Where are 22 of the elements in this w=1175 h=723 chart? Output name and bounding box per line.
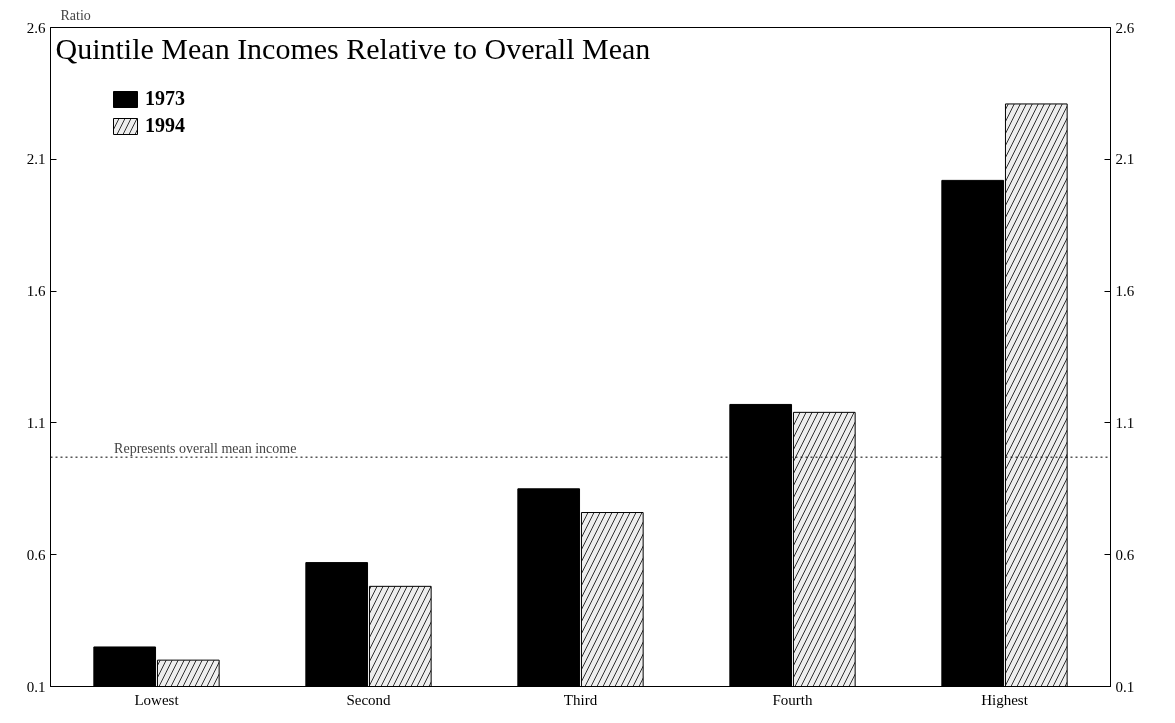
y2-tick-label: 2.1 bbox=[1115, 151, 1135, 168]
legend-label: 1994 bbox=[145, 114, 185, 137]
y-tick-label: 0.1 bbox=[26, 678, 46, 695]
y2-tick-label: 2.6 bbox=[1115, 19, 1135, 36]
y-tick-label: 1.6 bbox=[26, 283, 46, 300]
y2-tick-label: 1.1 bbox=[1115, 414, 1135, 431]
y2-tick-label: 0.1 bbox=[1115, 678, 1135, 695]
x-tick-label: Second bbox=[346, 691, 392, 708]
x-tick-label: Third bbox=[563, 691, 598, 708]
x-tick-label: Highest bbox=[981, 691, 1029, 708]
y-tick-label: 1.1 bbox=[26, 414, 46, 431]
ref-line-label: Represents overall mean income bbox=[114, 441, 297, 457]
y2-tick-label: 0.6 bbox=[1115, 546, 1135, 563]
chart-title: Quintile Mean Incomes Relative to Overall Mean bbox=[55, 31, 651, 65]
y-tick-label: 2.6 bbox=[26, 19, 46, 36]
y-tick-label: 0.6 bbox=[26, 546, 46, 563]
y-tick-label: 2.1 bbox=[26, 151, 46, 168]
y2-tick-label: 1.6 bbox=[1115, 283, 1135, 300]
x-tick-label: Fourth bbox=[772, 691, 813, 708]
legend-label: 1973 bbox=[145, 87, 185, 110]
y-axis-title: Ratio bbox=[60, 7, 91, 23]
x-tick-label: Lowest bbox=[134, 691, 180, 708]
